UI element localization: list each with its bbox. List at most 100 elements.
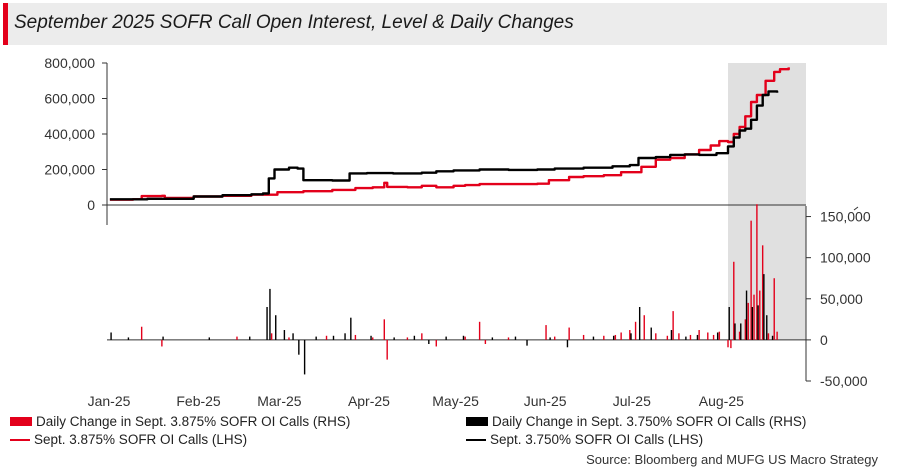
left-axis-tick-label: 600,000 <box>44 91 95 107</box>
left-axis-tick-label: 200,000 <box>44 162 95 178</box>
legend: Daily Change in Sept. 3.875% SOFR OI Cal… <box>10 414 890 450</box>
legend-item-black-line: Sept. 3.750% SOFR OI Calls (LHS) <box>466 432 703 447</box>
bar-black <box>751 307 754 340</box>
bar-black <box>298 339 300 355</box>
bar-black <box>650 327 652 340</box>
bar-red <box>655 333 657 340</box>
bar-black <box>303 339 306 375</box>
x-axis-tick-label: Mar-25 <box>257 393 302 409</box>
bar-red <box>140 326 143 340</box>
bar-red <box>161 339 163 347</box>
bar-red <box>435 339 437 347</box>
x-axis-tick-label: Aug-25 <box>699 393 744 409</box>
bar-red <box>288 337 290 340</box>
x-axis-tick-label: May-25 <box>432 393 479 409</box>
bar-red <box>484 339 487 344</box>
bar-black <box>514 336 517 340</box>
bar-red <box>666 335 669 340</box>
source-note: Source: Bloomberg and MUFG US Macro Stra… <box>586 452 878 467</box>
legend-label: Daily Change in Sept. 3.750% SOFR OI Cal… <box>492 414 807 429</box>
bar-red <box>718 331 721 340</box>
x-axis-tick-label: Jan-25 <box>88 393 131 409</box>
bar-black <box>566 339 569 348</box>
bar-black <box>315 336 317 340</box>
legend-label: Daily Change in Sept. 3.875% SOFR OI Cal… <box>36 414 351 429</box>
right-axis-tick-label: 150,000 <box>820 209 871 225</box>
bar-black <box>766 315 768 340</box>
right-axis-tick-label: 100,000 <box>820 250 871 266</box>
upper-panel-corner-mark <box>853 206 859 211</box>
bar-black <box>370 335 372 340</box>
right-axis-tick-label: 0 <box>820 332 828 348</box>
shaded-region <box>728 63 806 340</box>
bar-red <box>643 315 645 340</box>
bar-black <box>162 336 164 340</box>
bar-red <box>738 331 741 340</box>
bar-black <box>771 335 774 340</box>
bar-black <box>292 333 294 340</box>
bar-red <box>767 333 770 340</box>
bar-black <box>208 337 210 340</box>
chart-canvas: 0 200,000 400,000 600,000 800,000 -50,000 0 50,… <box>44 55 871 409</box>
chart-title: September 2025 SOFR Call Open Interest, … <box>14 12 574 33</box>
bar-red <box>386 339 388 360</box>
bar-red <box>776 331 778 340</box>
bar-black <box>269 288 271 340</box>
title-accent-bar <box>3 3 8 45</box>
bar-red <box>270 333 273 340</box>
x-axis-tick-label: Jul-25 <box>613 393 651 409</box>
legend-swatch-black-box <box>466 417 488 426</box>
bar-black <box>549 337 551 340</box>
bar-black <box>734 323 736 340</box>
series-line-red <box>109 67 790 201</box>
bar-red <box>582 334 585 340</box>
bar-red <box>761 245 764 340</box>
bar-black <box>740 323 742 340</box>
bar-black <box>728 307 730 340</box>
bar-black <box>445 336 447 340</box>
bar-black <box>428 339 430 344</box>
bar-red <box>712 334 715 340</box>
legend-swatch-red-box <box>10 417 32 426</box>
bar-red <box>707 332 709 340</box>
bar-black <box>638 307 641 340</box>
bar-red <box>689 334 692 340</box>
bar-red <box>354 334 357 340</box>
title-bar: September 2025 SOFR Call Open Interest, … <box>3 3 887 45</box>
bar-black <box>592 336 595 340</box>
bar-red <box>372 337 374 340</box>
legend-swatch-black-line <box>466 438 486 441</box>
bar-red <box>727 339 729 348</box>
bar-black <box>716 332 719 340</box>
bar-black <box>670 330 673 340</box>
bar-red <box>629 330 631 340</box>
legend-item-red-line: Sept. 3.875% SOFR OI Calls (LHS) <box>10 432 247 447</box>
right-axis-tick-label: 50,000 <box>820 291 863 307</box>
bar-red <box>554 336 556 340</box>
left-axis-tick-label: 400,000 <box>44 126 95 142</box>
bar-red <box>744 319 747 340</box>
bar-red <box>507 337 510 340</box>
right-axis-tick-label: -50,000 <box>820 373 868 389</box>
left-axis-tick-label: 800,000 <box>44 55 95 71</box>
bar-red <box>733 261 735 340</box>
bar-red <box>753 294 755 340</box>
bar-red <box>730 339 732 349</box>
bar-black <box>266 307 268 340</box>
bar-black <box>526 339 528 346</box>
bar-red <box>421 333 423 340</box>
bar-black <box>745 290 748 340</box>
bar-red <box>747 302 749 340</box>
bar-black <box>275 315 277 340</box>
bar-black <box>413 335 416 340</box>
bar-black <box>344 333 346 340</box>
bar-black <box>757 305 759 340</box>
x-axis-tick-label: Apr-25 <box>348 393 390 409</box>
x-axis-tick-label: Feb-25 <box>176 393 221 409</box>
bar-red <box>759 290 761 340</box>
legend-label: Sept. 3.875% SOFR OI Calls (LHS) <box>34 432 248 447</box>
bar-black <box>350 317 352 340</box>
bar-red <box>545 325 547 340</box>
bar-red <box>383 319 385 340</box>
legend-swatch-red-line <box>10 438 30 441</box>
